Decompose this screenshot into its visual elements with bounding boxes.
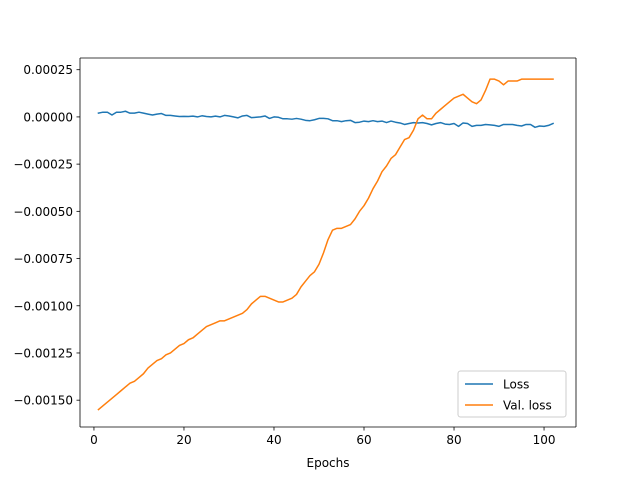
x-axis-label: Epochs	[307, 456, 350, 470]
y-tick-label: −0.00150	[13, 394, 73, 408]
x-tick-label: 60	[356, 433, 371, 447]
y-tick-label: −0.00050	[13, 205, 73, 219]
x-tick-label: 0	[90, 433, 98, 447]
x-tick-label: 20	[176, 433, 191, 447]
y-tick-label: −0.00125	[13, 346, 73, 360]
y-tick-label: 0.00000	[23, 110, 73, 124]
legend: Loss Val. loss	[457, 370, 567, 418]
series-line-val-loss	[97, 78, 554, 411]
series-layer	[97, 78, 555, 411]
y-tick-label: −0.00025	[13, 158, 73, 172]
y-tick-label: −0.00075	[13, 252, 73, 266]
series-line-loss	[97, 110, 555, 129]
x-tick-label: 80	[446, 433, 461, 447]
axes-layer: 0 20 40 60 80 100 0.00025 0.00000 −0.00025 −0.000…	[13, 57, 577, 447]
y-tick-label: −0.00100	[13, 299, 73, 313]
x-tick-label: 40	[266, 433, 281, 447]
y-tick-label: 0.00025	[23, 63, 73, 77]
x-tick-label: 100	[533, 433, 556, 447]
legend-label-val-loss: Val. loss	[503, 399, 552, 413]
legend-label-loss: Loss	[503, 378, 529, 392]
